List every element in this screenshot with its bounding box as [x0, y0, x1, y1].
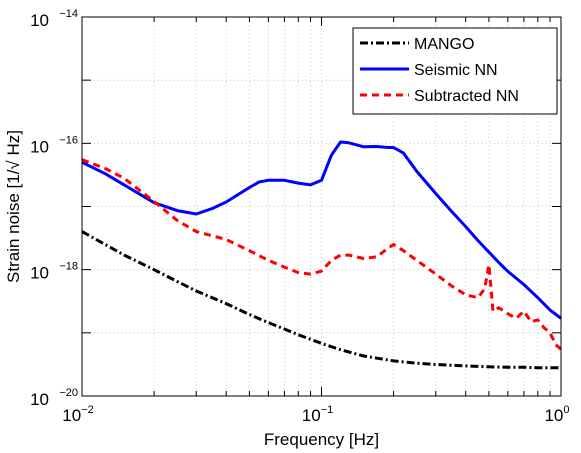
y-tick-exponent: −20: [59, 387, 78, 399]
series-line-mango: [81, 230, 561, 370]
x-tick-base: 10: [62, 406, 81, 425]
y-tick-label: 10 −18: [30, 261, 78, 283]
x-tick-exponent: −2: [81, 404, 94, 416]
series-line-seismic-nn: [81, 140, 562, 320]
x-tick-base: 10: [544, 406, 563, 425]
y-tick-base: 10: [30, 390, 49, 409]
y-tick-base: 10: [30, 137, 49, 156]
legend-label: MANGO: [414, 36, 474, 53]
y-axis-label-prefix: Strain noise [1/: [4, 169, 23, 283]
x-tick-exponent: 0: [563, 404, 569, 416]
y-axis-label-suffix: Hz]: [4, 130, 23, 160]
x-tick-label: 10−2: [62, 404, 93, 425]
series-line-subtracted-nn: [81, 158, 562, 351]
x-tick-label: 10−1: [302, 404, 333, 425]
y-axis-label: Strain noise [1/√ Hz]: [4, 130, 23, 283]
legend-label: Seismic NN: [414, 62, 498, 79]
y-tick-base: 10: [30, 264, 49, 283]
x-axis-label: Frequency [Hz]: [264, 430, 379, 449]
y-tick-exponent: −18: [59, 261, 78, 273]
sqrt-symbol: √: [4, 160, 23, 170]
y-tick-label: 10 −20: [30, 387, 78, 409]
y-tick-base: 10: [30, 11, 49, 30]
x-tick-base: 10: [302, 406, 321, 425]
y-tick-label: 10 −16: [30, 134, 78, 156]
legend: MANGO Seismic NN Subtracted NN: [352, 27, 558, 115]
series-lines: [81, 140, 562, 370]
legend-label: Subtracted NN: [414, 88, 519, 105]
x-tick-exponent: −1: [321, 404, 334, 416]
y-tick-exponent: −16: [59, 134, 78, 146]
x-tick-label: 100: [544, 404, 569, 425]
y-tick-label: 10 −14: [30, 8, 78, 30]
y-tick-exponent: −14: [59, 8, 78, 20]
